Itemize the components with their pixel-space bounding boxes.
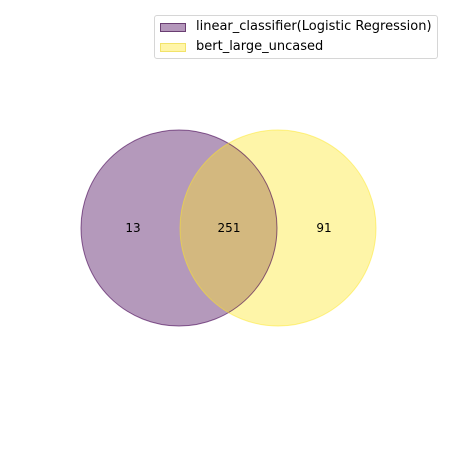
legend: linear_classifier(Logistic Regression) b… bbox=[154, 15, 438, 59]
set-outline-linear-classifier bbox=[80, 129, 278, 327]
overlap-count: 251 bbox=[218, 221, 241, 235]
legend-swatch-yellow bbox=[160, 42, 186, 52]
legend-label: bert_large_uncased bbox=[196, 39, 324, 54]
legend-entry-bert-large-uncased: bert_large_uncased bbox=[160, 39, 323, 55]
legend-entry-linear-classifier: linear_classifier(Logistic Regression) bbox=[160, 19, 432, 35]
set-outline-bert-large-uncased bbox=[179, 129, 377, 327]
legend-label: linear_classifier(Logistic Regression) bbox=[196, 19, 432, 34]
overlap-region bbox=[180, 130, 277, 326]
left-only-count: 13 bbox=[125, 221, 140, 235]
right-only-count: 91 bbox=[316, 221, 331, 235]
legend-swatch-purple bbox=[160, 22, 186, 32]
